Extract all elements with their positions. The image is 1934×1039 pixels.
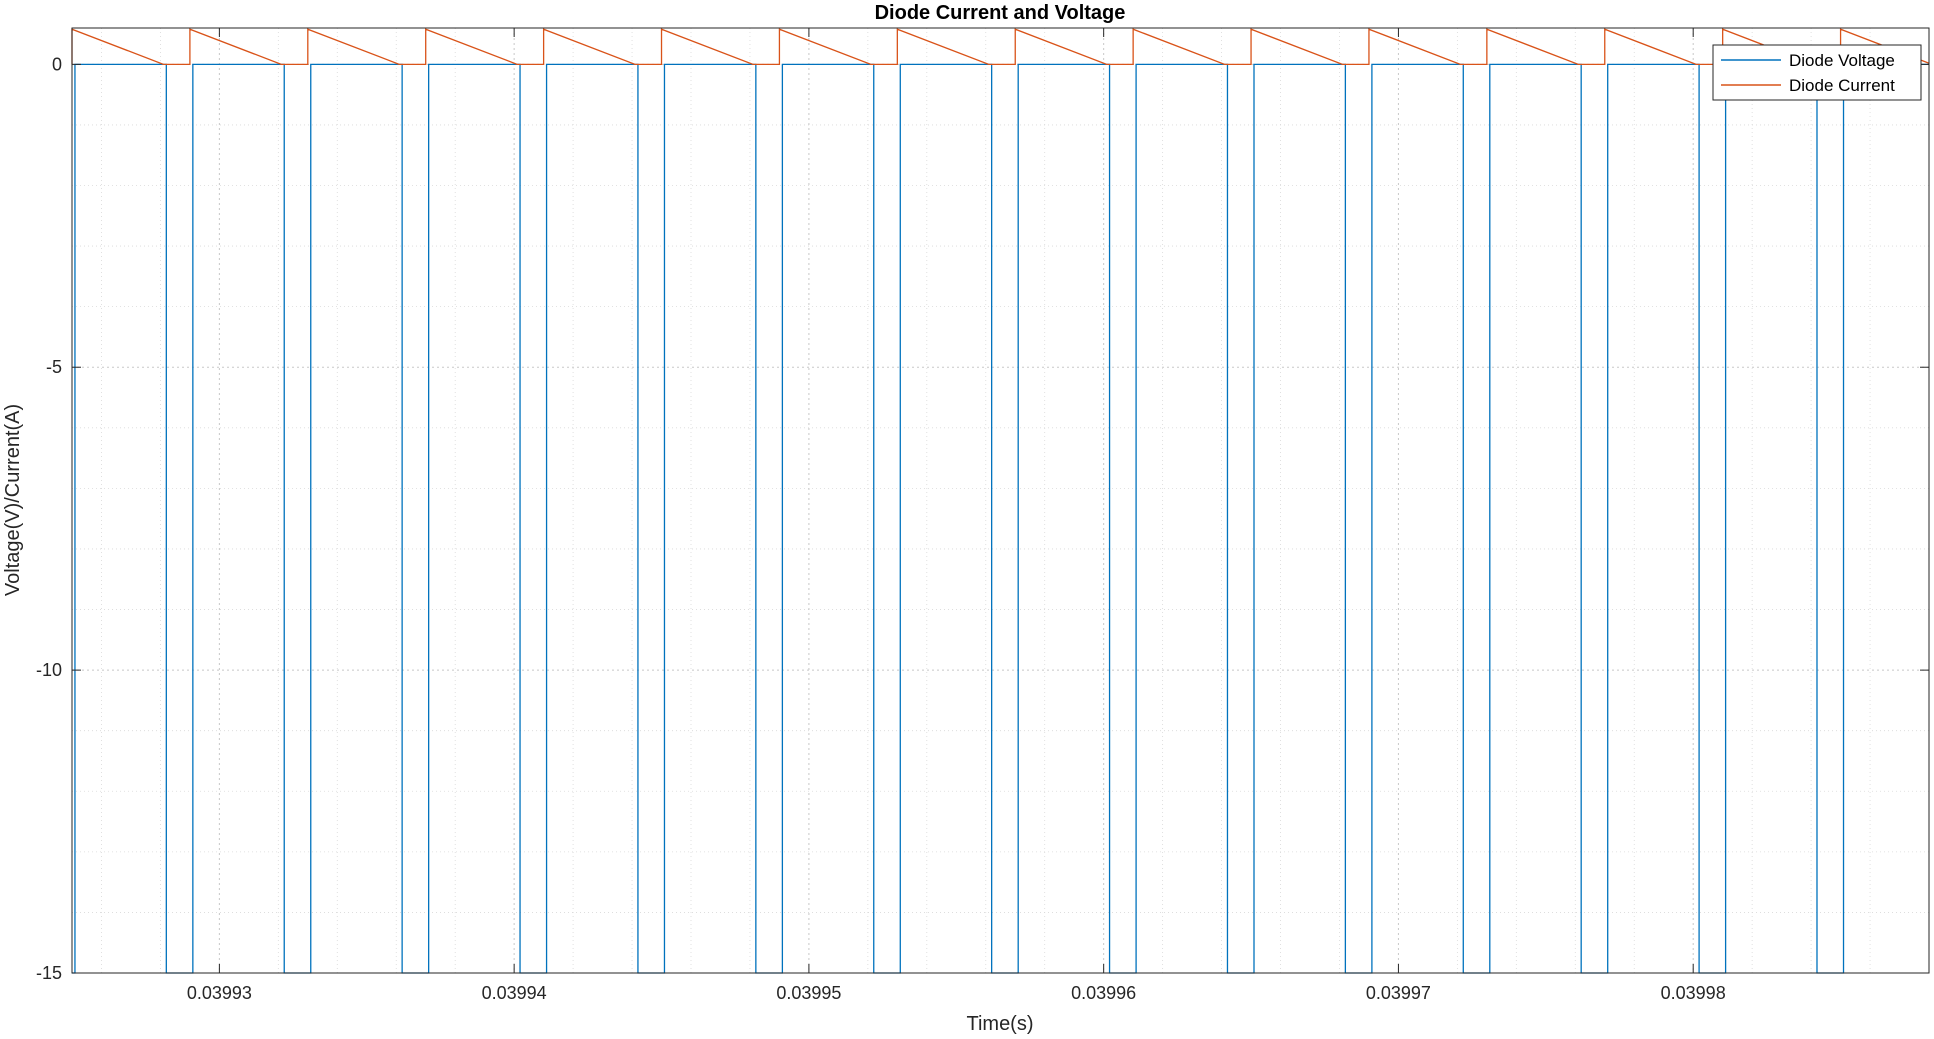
x-tick-label: 0.03995 (776, 983, 841, 1003)
minor-grid (72, 28, 1930, 973)
x-tick-label: 0.03993 (187, 983, 252, 1003)
legend-label-diode-current: Diode Current (1789, 76, 1895, 95)
chart-title: Diode Current and Voltage (875, 2, 1126, 24)
axis-ticks (72, 28, 1929, 974)
legend: Diode Voltage Diode Current (1712, 44, 1922, 101)
x-axis-label: Time(s) (966, 1013, 1033, 1035)
x-tick-label: 0.03994 (482, 983, 547, 1003)
y-tick-label: -15 (36, 963, 62, 983)
x-tick-label: 0.03997 (1366, 983, 1431, 1003)
y-tick-label: 0 (52, 54, 62, 74)
plot-frame (71, 27, 1930, 974)
y-tick-label: -10 (36, 660, 62, 680)
y-tick-label: -5 (46, 357, 62, 377)
x-tick-labels: 0.03993 0.03994 0.03995 0.03996 0.03997 0.039… (187, 983, 1726, 1003)
legend-box (1712, 44, 1922, 101)
plot-area (72, 28, 1929, 973)
x-tick-label: 0.03998 (1661, 983, 1726, 1003)
y-tick-labels: 0 -5 -10 -15 (36, 54, 62, 983)
x-tick-label: 0.03996 (1071, 983, 1136, 1003)
y-axis-label: Voltage(V)/Current(A) (2, 404, 24, 596)
series-diode-current (71, 28, 1930, 65)
legend-label-diode-voltage: Diode Voltage (1789, 51, 1895, 70)
